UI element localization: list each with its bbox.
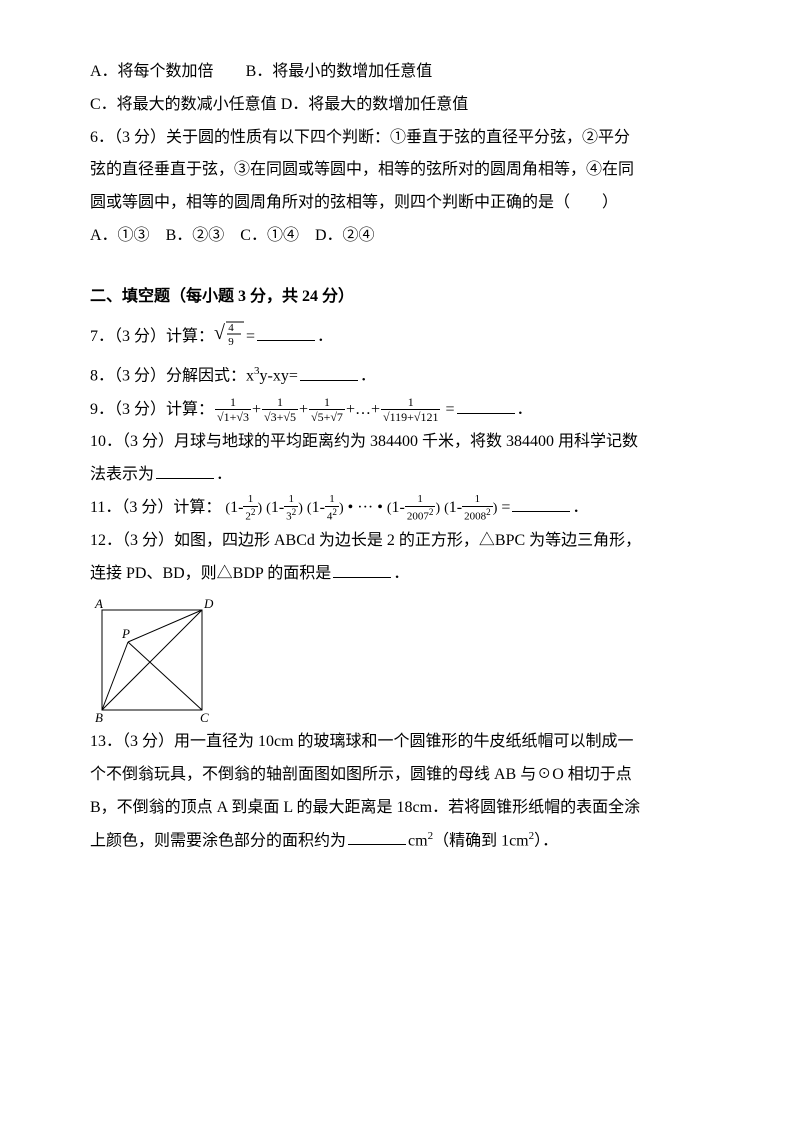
q13-line1: 13．（3 分）用一直径为 10cm 的玻璃球和一个圆锥形的牛皮纸纸帽可以制成一 — [90, 726, 710, 759]
q8: 8．（3 分）分解因式：x3y-xy=． — [90, 360, 710, 393]
q6-stem-2: 弦的直径垂直于弦，③在同圆或等圆中，相等的弦所对的圆周角相等，④在同 — [90, 154, 710, 187]
q8-mid: y-xy= — [260, 368, 298, 385]
q12-figure: A D P B C — [90, 596, 710, 724]
q11-eq: = — [501, 499, 510, 516]
q9-eq: = — [445, 401, 454, 418]
q11: 11．（3 分）计算： (1-122) (1-132) (1-142) • ··… — [90, 492, 710, 525]
q9-blank — [457, 398, 515, 414]
section-2-title: 二、填空题（每小题 3 分，共 24 分） — [90, 281, 710, 314]
q5-opt-a: A．将每个数加倍 — [90, 63, 214, 80]
q11-prefix: 11．（3 分）计算： — [90, 499, 221, 516]
q7-prefix: 7．（3 分）计算： — [90, 328, 214, 345]
q13-line2: 个不倒翁玩具，不倒翁的轴剖面图如图所示，圆锥的母线 AB 与☉O 相切于点 — [90, 759, 710, 792]
q9-term-2: 1√3+√5 — [262, 396, 298, 424]
q9-period: ． — [517, 401, 533, 418]
q13-unit-cm: cm — [408, 832, 428, 849]
q13-unit-post2: ）． — [534, 832, 558, 849]
q10-line2-pre: 法表示为 — [90, 466, 154, 483]
q10-line1: 10．（3 分）月球与地球的平均距离约为 384400 千米，将数 384400… — [90, 426, 710, 459]
q10-blank — [156, 463, 214, 479]
label-b: B — [95, 710, 103, 724]
q6-opt-d: D．②④ — [315, 227, 375, 244]
q9-term-3: 1√5+√7 — [309, 396, 345, 424]
q13-blank — [348, 829, 406, 845]
q6-opt-b: B．②③ — [166, 227, 225, 244]
q12-line1: 12．（3 分）如图，四边形 ABCd 为边长是 2 的正方形，△BPC 为等边… — [90, 525, 710, 558]
q13-line4: 上颜色，则需要涂色部分的面积约为cm2（精确到 1cm2）． — [90, 825, 710, 858]
q9-term-last: 1√119+√121 — [381, 396, 441, 424]
q13-unit-post: （精确到 1cm — [433, 832, 529, 849]
label-p: P — [121, 626, 130, 641]
q13-line3: B，不倒翁的顶点 A 到桌面 L 的最大距离是 18cm．若将圆锥形纸帽的表面全… — [90, 792, 710, 825]
q5-opt-d: D．将最大的数增加任意值 — [281, 96, 469, 113]
q7-den: 9 — [228, 336, 234, 348]
q6-opt-a: A．①③ — [90, 227, 150, 244]
q11-period: ． — [572, 499, 588, 516]
q12-period: ． — [393, 565, 409, 582]
q10-line2: 法表示为 ． — [90, 459, 710, 492]
q6-stem-3: 圆或等圆中，相等的圆周角所对的弦相等，则四个判断中正确的是（ ） — [90, 187, 710, 220]
q12-line2: 连接 PD、BD，则△BDP 的面积是 ． — [90, 558, 710, 591]
q9: 9．（3 分）计算：1√1+√3+1√3+√5+1√5+√7+…+1√119+√… — [90, 394, 710, 427]
q9-prefix: 9．（3 分）计算： — [90, 401, 214, 418]
q8-period: ． — [360, 368, 376, 385]
q10-period: ． — [216, 466, 232, 483]
q12-blank — [333, 562, 391, 578]
q7: 7．（3 分）计算：√4 9 = ． — [90, 314, 710, 361]
q7-eq: = — [246, 328, 255, 345]
q11-dots: • ··· • — [348, 499, 383, 516]
q5-opt-b: B．将最小的数增加任意值 — [246, 63, 433, 80]
q8-blank — [300, 365, 358, 381]
radical-icon: √ — [214, 322, 225, 344]
q7-period: ． — [317, 328, 333, 345]
q6-opt-c: C．①④ — [240, 227, 299, 244]
q8-prefix: 8．（3 分）分解因式：x — [90, 368, 254, 385]
q9-dots: +…+ — [346, 401, 380, 418]
q7-blank — [257, 325, 315, 341]
q13-line4-pre: 上颜色，则需要涂色部分的面积约为 — [90, 832, 346, 849]
q7-formula: √4 9 — [214, 314, 246, 361]
q11-blank — [512, 496, 570, 512]
q6-stem-1: 6．（3 分）关于圆的性质有以下四个判断：①垂直于弦的直径平分弦，②平分 — [90, 122, 710, 155]
q9-term-1: 1√1+√3 — [215, 396, 251, 424]
q12-line2-pre: 连接 PD、BD，则△BDP 的面积是 — [90, 565, 331, 582]
q5-opt-c: C．将最大的数减小任意值 — [90, 96, 277, 113]
label-d: D — [203, 596, 214, 611]
q7-num: 4 — [228, 322, 234, 334]
q11-expression: (1-122) (1-132) (1-142) • ··· • (1-12007… — [225, 492, 497, 525]
label-a: A — [94, 596, 103, 611]
label-c: C — [200, 710, 209, 724]
